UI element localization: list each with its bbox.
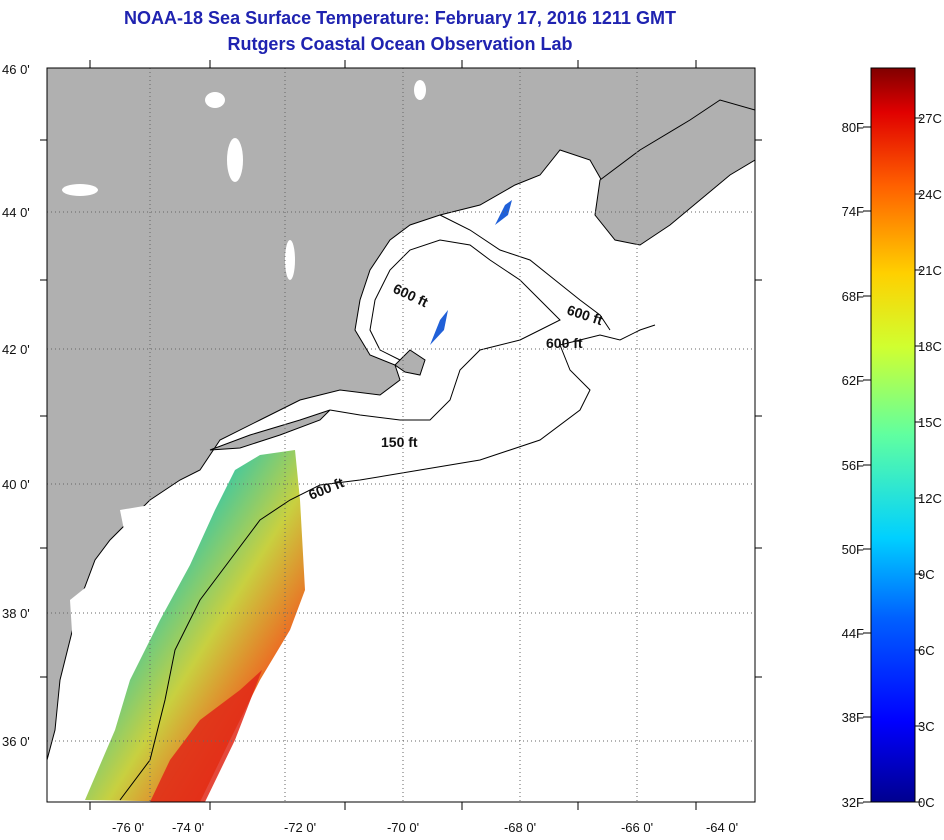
lake-1 <box>205 92 225 108</box>
scale-label-f: 62F <box>842 373 864 388</box>
isobath-600ft <box>119 324 656 801</box>
scale-label-c: 0C <box>918 795 935 810</box>
lake-5 <box>285 240 295 280</box>
scale-label-c: 9C <box>918 567 935 582</box>
chesapeake-bay <box>70 580 110 720</box>
color-scale-bar <box>870 67 916 803</box>
sst-map: 46 0' 44 0' 42 0' 40 0' 38 0' 36 0' -76 … <box>2 60 762 835</box>
sst-warm-band <box>150 670 262 802</box>
scale-label-c: 3C <box>918 719 935 734</box>
scale-label-c: 12C <box>918 491 942 506</box>
lat-label: 38 0' <box>2 606 30 621</box>
lon-label: -64 0' <box>706 820 738 835</box>
isobath-150ft <box>329 239 561 421</box>
scale-label-c: 18C <box>918 339 942 354</box>
color-scale-ticks <box>863 117 922 803</box>
lon-label: -72 0' <box>284 820 316 835</box>
color-scale: 80F 74F 68F 62F 56F 50F 44F 38F 32F 27C … <box>842 67 942 810</box>
scale-label-f: 80F <box>842 120 864 135</box>
scale-label-f: 68F <box>842 289 864 304</box>
lat-label: 44 0' <box>2 205 30 220</box>
scale-label-c: 27C <box>918 111 942 126</box>
lon-label: -66 0' <box>621 820 653 835</box>
lon-label: -76 0' <box>112 820 144 835</box>
map-frame <box>46 67 756 803</box>
contour-label-150ft: 150 ft <box>381 434 418 450</box>
lake-2 <box>227 138 243 182</box>
sst-data-region <box>85 450 305 802</box>
lat-label: 46 0' <box>2 62 30 77</box>
sst-patch-gulf-maine-1 <box>430 310 448 345</box>
isobath-gulf-maine <box>439 214 611 331</box>
delaware-bay <box>120 505 155 560</box>
scale-label-f: 38F <box>842 710 864 725</box>
scale-label-c: 24C <box>918 187 942 202</box>
lake-4 <box>62 184 98 196</box>
scale-label-f: 44F <box>842 626 864 641</box>
lake-3 <box>414 80 426 100</box>
scale-label-f: 50F <box>842 542 864 557</box>
lon-label: -74 0' <box>172 820 204 835</box>
lon-label: -68 0' <box>504 820 536 835</box>
map-subtitle: Rutgers Coastal Ocean Observation Lab <box>227 34 573 54</box>
map-title: NOAA-18 Sea Surface Temperature: Februar… <box>124 8 676 28</box>
edge-ticks <box>40 60 762 810</box>
lon-label: -70 0' <box>387 820 419 835</box>
land-nova-scotia <box>594 99 755 246</box>
scale-label-f: 74F <box>842 204 864 219</box>
scale-label-c: 6C <box>918 643 935 658</box>
scale-label-c: 15C <box>918 415 942 430</box>
lat-label: 42 0' <box>2 342 30 357</box>
scale-label-f: 56F <box>842 458 864 473</box>
contour-label-600ft-georges: 600 ft <box>546 335 583 351</box>
lat-label: 36 0' <box>2 734 30 749</box>
lat-label: 40 0' <box>2 477 30 492</box>
land-long-island <box>209 409 331 451</box>
scale-label-c: 21C <box>918 263 942 278</box>
scale-label-f: 32F <box>842 795 864 810</box>
